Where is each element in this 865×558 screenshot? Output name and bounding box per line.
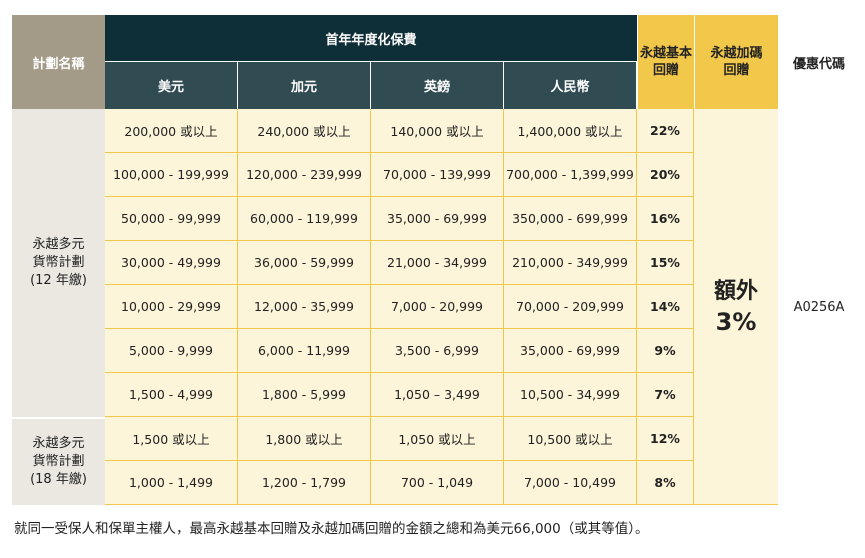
- cad-cell: 12,000 - 35,999: [238, 285, 371, 329]
- usd-cell: 1,000 - 1,499: [105, 461, 238, 505]
- usd-cell: 200,000 或以上: [105, 109, 238, 153]
- rmb-cell: 350,000 - 699,999: [504, 197, 637, 241]
- cad-cell: 1,800 - 5,999: [238, 373, 371, 417]
- basic-rebate-rate: 15%: [637, 241, 694, 285]
- gbp-cell: 35,000 - 69,999: [371, 197, 504, 241]
- table-row: 1,500 - 4,999 1,800 - 5,999 1,050 – 3,49…: [12, 373, 860, 417]
- plan-name-18yr: 永越多元 貨幣計劃 (18 年繳): [12, 417, 105, 505]
- currency-usd-header: 美元: [105, 61, 238, 109]
- plan-name-line: (18 年繳): [30, 472, 87, 487]
- usd-cell: 30,000 - 49,999: [105, 241, 238, 285]
- table-row: 5,000 - 9,999 6,000 - 11,999 3,500 - 6,9…: [12, 329, 860, 373]
- cad-cell: 1,800 或以上: [238, 417, 371, 461]
- extra-rebate-percent: 3%: [715, 307, 757, 336]
- extra-rebate-value: 額外 3%: [694, 109, 778, 505]
- rebate-table: 計劃名稱 首年年度化保費 永越基本 回贈 永越加碼 回贈 優惠代碼 美元 加元 …: [12, 15, 860, 505]
- basic-rebate-rate: 22%: [637, 109, 694, 153]
- rmb-cell: 10,500 或以上: [504, 417, 637, 461]
- usd-cell: 50,000 - 99,999: [105, 197, 238, 241]
- basic-rebate-header-line2: 回贈: [652, 63, 679, 78]
- plan-name-line: 貨幣計劃: [32, 255, 85, 270]
- cad-cell: 36,000 - 59,999: [238, 241, 371, 285]
- extra-rebate-header-line2: 回贈: [723, 63, 750, 78]
- basic-rebate-rate: 16%: [637, 197, 694, 241]
- currency-gbp-header: 英鎊: [371, 61, 504, 109]
- cad-cell: 240,000 或以上: [238, 109, 371, 153]
- extra-rebate-header-line1: 永越加碼: [710, 46, 763, 61]
- gbp-cell: 1,050 – 3,499: [371, 373, 504, 417]
- usd-cell: 1,500 或以上: [105, 417, 238, 461]
- usd-cell: 5,000 - 9,999: [105, 329, 238, 373]
- basic-rebate-rate: 20%: [637, 153, 694, 197]
- gbp-cell: 140,000 或以上: [371, 109, 504, 153]
- plan-name-line: (12 年繳): [30, 273, 87, 288]
- table-row: 1,000 - 1,499 1,200 - 1,799 700 - 1,049 …: [12, 461, 860, 505]
- basic-rebate-rate: 9%: [637, 329, 694, 373]
- basic-rebate-rate: 14%: [637, 285, 694, 329]
- usd-cell: 10,000 - 29,999: [105, 285, 238, 329]
- rmb-cell: 10,500 - 34,999: [504, 373, 637, 417]
- plan-name-12yr: 永越多元 貨幣計劃 (12 年繳): [12, 109, 105, 417]
- basic-rebate-header-line1: 永越基本: [639, 46, 692, 61]
- gbp-cell: 700 - 1,049: [371, 461, 504, 505]
- usd-cell: 100,000 - 199,999: [105, 153, 238, 197]
- promo-code-value: A0256A: [778, 109, 860, 505]
- gbp-cell: 70,000 - 139,999: [371, 153, 504, 197]
- cad-cell: 120,000 - 239,999: [238, 153, 371, 197]
- basic-rebate-rate: 7%: [637, 373, 694, 417]
- rmb-cell: 700,000 - 1,399,999: [504, 153, 637, 197]
- cad-cell: 6,000 - 11,999: [238, 329, 371, 373]
- gbp-cell: 21,000 - 34,999: [371, 241, 504, 285]
- currency-rmb-header: 人民幣: [504, 61, 637, 109]
- table-row: 永越多元 貨幣計劃 (12 年繳) 200,000 或以上 240,000 或以…: [12, 109, 860, 505]
- rmb-cell: 70,000 - 209,999: [504, 285, 637, 329]
- basic-rebate-rate: 12%: [637, 417, 694, 461]
- usd-cell: 1,500 - 4,999: [105, 373, 238, 417]
- table-row: 100,000 - 199,999 120,000 - 239,999 70,0…: [12, 153, 860, 197]
- currency-cad-header: 加元: [238, 61, 371, 109]
- cad-cell: 1,200 - 1,799: [238, 461, 371, 505]
- table-row: 10,000 - 29,999 12,000 - 35,999 7,000 - …: [12, 285, 860, 329]
- table-row: 30,000 - 49,999 36,000 - 59,999 21,000 -…: [12, 241, 860, 285]
- annual-premium-header: 首年年度化保費: [105, 15, 637, 61]
- rmb-cell: 210,000 - 349,999: [504, 241, 637, 285]
- plan-name-header: 計劃名稱: [12, 15, 105, 109]
- extra-rebate-header: 永越加碼 回贈: [694, 15, 778, 109]
- plan-name-line: 永越多元: [32, 436, 85, 451]
- extra-rebate-label: 額外: [713, 278, 758, 304]
- table-row: 50,000 - 99,999 60,000 - 119,999 35,000 …: [12, 197, 860, 241]
- gbp-cell: 7,000 - 20,999: [371, 285, 504, 329]
- table-row: 永越多元 貨幣計劃 (18 年繳) 1,500 或以上 1,800 或以上 1,…: [12, 417, 860, 505]
- footnote: 就同一受保人和保單主權人，最高永越基本回贈及永越加碼回贈的金額之總和為美元66,…: [14, 521, 649, 537]
- rmb-cell: 35,000 - 69,999: [504, 329, 637, 373]
- basic-rebate-header: 永越基本 回贈: [637, 15, 694, 109]
- plan-name-line: 貨幣計劃: [32, 454, 85, 469]
- gbp-cell: 3,500 - 6,999: [371, 329, 504, 373]
- plan-name-line: 永越多元: [32, 237, 85, 252]
- cad-cell: 60,000 - 119,999: [238, 197, 371, 241]
- rmb-cell: 7,000 - 10,499: [504, 461, 637, 505]
- gbp-cell: 1,050 或以上: [371, 417, 504, 461]
- rmb-cell: 1,400,000 或以上: [504, 109, 637, 153]
- promo-code-header: 優惠代碼: [778, 15, 860, 109]
- basic-rebate-rate: 8%: [637, 461, 694, 505]
